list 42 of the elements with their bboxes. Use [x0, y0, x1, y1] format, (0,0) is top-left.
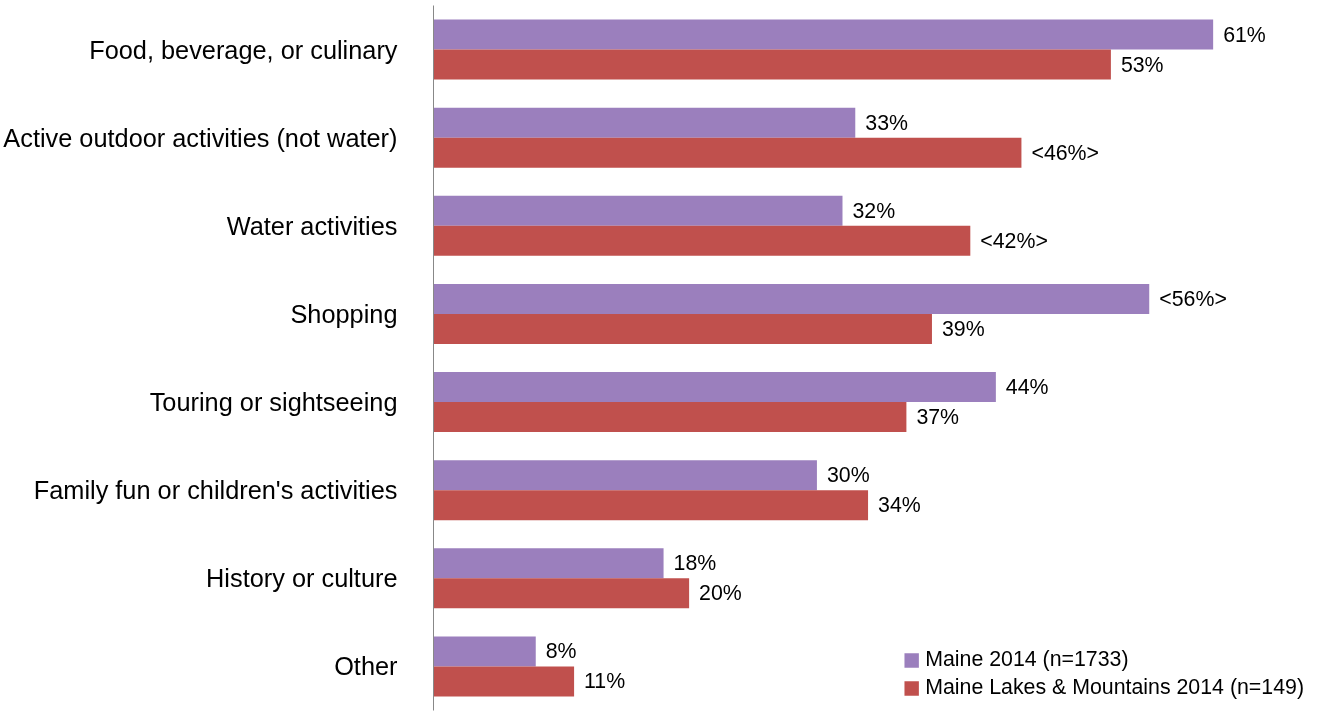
- data-label: 11%: [584, 669, 626, 694]
- bar: [433, 372, 996, 403]
- legend-label: Maine 2014 (n=1733): [925, 647, 1129, 672]
- data-label: 61%: [1223, 22, 1266, 47]
- y-tick-label: Other: [334, 652, 399, 681]
- y-tick-label: Food, beverage, or culinary: [89, 35, 398, 64]
- data-label: 33%: [865, 110, 908, 135]
- bar: [433, 49, 1111, 80]
- bar: [433, 19, 1214, 50]
- data-label: 44%: [1005, 375, 1049, 400]
- bar: [433, 402, 907, 433]
- bar: [433, 137, 1022, 168]
- data-label: 34%: [878, 493, 921, 518]
- bar: [433, 283, 1150, 314]
- y-tick-label: Shopping: [290, 299, 398, 328]
- data-label: 30%: [826, 463, 870, 488]
- bar: [433, 107, 856, 138]
- bar: [433, 636, 536, 667]
- data-label: 39%: [941, 316, 985, 341]
- bar: [433, 313, 932, 344]
- y-tick-label: Touring or sightseeing: [149, 388, 398, 417]
- data-label: 53%: [1120, 52, 1164, 77]
- bar: [433, 460, 817, 491]
- bar: [433, 195, 843, 226]
- data-label: 32%: [852, 198, 896, 223]
- legend-label: Maine Lakes & Mountains 2014 (n=149): [925, 675, 1304, 700]
- data-label: 37%: [916, 405, 960, 430]
- data-label: <56%>: [1159, 286, 1227, 311]
- bar: [433, 578, 690, 609]
- data-label: 20%: [699, 581, 742, 606]
- bar: [433, 225, 971, 256]
- data-label: <42%>: [980, 228, 1048, 253]
- bar: [433, 548, 664, 579]
- data-label: 8%: [545, 639, 577, 664]
- data-label: <46%>: [1031, 140, 1100, 165]
- y-tick-label: History or culture: [206, 564, 398, 593]
- y-tick-label: Water activities: [226, 211, 398, 240]
- bar: [433, 490, 869, 521]
- y-tick-label: Active outdoor activities (not water): [3, 123, 398, 152]
- bar: [433, 666, 575, 697]
- data-label: 18%: [673, 551, 717, 576]
- y-tick-label: Family fun or children's activities: [33, 476, 398, 505]
